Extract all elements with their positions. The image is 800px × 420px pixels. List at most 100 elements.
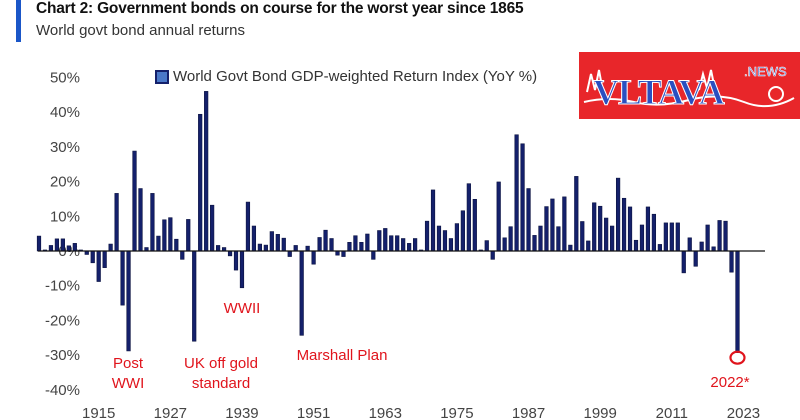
bar-1997 xyxy=(586,240,591,252)
bar-1935 xyxy=(216,245,221,252)
bar-1963 xyxy=(383,228,388,252)
bar-1931 xyxy=(192,250,197,342)
y-tick-label: 50% xyxy=(50,70,80,87)
bar-1966 xyxy=(401,238,406,252)
bar-2017 xyxy=(705,224,710,252)
bar-1910 xyxy=(66,245,71,252)
bar-1987 xyxy=(526,188,531,252)
y-tick-label: -10% xyxy=(45,278,80,295)
bar-1946 xyxy=(281,237,286,252)
annotation-1931: UK off gold xyxy=(184,355,258,372)
highlight-circle-2022 xyxy=(729,350,746,365)
annotation-1931: standard xyxy=(192,375,250,392)
y-tick-label: -40% xyxy=(45,382,80,399)
bar-1960 xyxy=(365,233,370,252)
bar-1986 xyxy=(520,143,525,252)
bar-2021 xyxy=(729,250,734,273)
chart-subtitle: World govt bond annual returns xyxy=(36,22,246,39)
bar-1957 xyxy=(347,242,352,252)
bar-1982 xyxy=(496,181,501,252)
bar-2008 xyxy=(651,213,657,252)
bar-1971 xyxy=(430,189,436,252)
x-tick-label: 1927 xyxy=(154,405,187,420)
bar-1962 xyxy=(377,230,382,252)
bar-1937 xyxy=(227,250,233,257)
bar-1959 xyxy=(359,242,364,252)
bar-1994 xyxy=(568,244,573,252)
bar-1930 xyxy=(186,219,191,252)
bar-2016 xyxy=(699,241,704,252)
legend: World Govt Bond GDP-weighted Return Inde… xyxy=(155,68,537,85)
bar-1990 xyxy=(544,206,549,252)
bar-1947 xyxy=(287,250,292,257)
bar-1940 xyxy=(245,201,251,252)
vltava-news-logo: VLTAVA .NEWS xyxy=(579,52,800,119)
bar-1921 xyxy=(132,150,137,252)
svg-text:.NEWS: .NEWS xyxy=(744,64,787,79)
bar-1978 xyxy=(472,198,477,252)
bar-1945 xyxy=(275,234,280,252)
bar-2002 xyxy=(615,177,621,252)
bar-1972 xyxy=(436,225,442,252)
y-tick-label: -20% xyxy=(45,312,80,329)
bar-2014 xyxy=(687,237,692,252)
y-tick-label: 40% xyxy=(50,104,80,121)
bar-1953 xyxy=(323,229,328,252)
bar-1924 xyxy=(150,193,155,252)
logo-graphic: VLTAVA .NEWS xyxy=(583,64,795,113)
bar-1989 xyxy=(538,225,543,252)
bar-1920 xyxy=(126,250,131,352)
bar-1956 xyxy=(341,250,346,257)
bar-2006 xyxy=(639,224,645,252)
bar-1967 xyxy=(407,243,412,252)
bar-1942 xyxy=(257,243,262,252)
bar-2005 xyxy=(633,239,639,252)
bar-1929 xyxy=(180,250,185,260)
x-tick-label: 1939 xyxy=(225,405,258,420)
y-tick-label: 20% xyxy=(50,174,80,191)
bar-2020 xyxy=(723,220,728,252)
bar-1941 xyxy=(251,225,257,252)
bar-1992 xyxy=(556,226,561,252)
title-accent-bar xyxy=(16,0,21,42)
bar-1999 xyxy=(598,205,603,252)
bar-1958 xyxy=(353,235,358,252)
bar-1964 xyxy=(389,235,394,252)
bar-1954 xyxy=(329,238,334,252)
bar-1983 xyxy=(502,237,507,252)
bar-1968 xyxy=(413,238,418,252)
bar-1974 xyxy=(448,238,454,252)
x-tick-label: 1975 xyxy=(440,405,473,420)
annotation-1920: WWI xyxy=(112,375,144,392)
bar-1916 xyxy=(102,250,107,268)
bar-2015 xyxy=(693,250,698,267)
bar-1975 xyxy=(454,223,460,252)
bar-1988 xyxy=(532,235,537,252)
bar-2004 xyxy=(627,206,633,252)
annotation-1949: Marshall Plan xyxy=(297,347,388,364)
legend-swatch xyxy=(155,69,169,84)
bar-1949 xyxy=(299,250,304,336)
bar-1944 xyxy=(269,231,274,252)
bar-2011 xyxy=(669,222,674,252)
x-tick-label: 2023 xyxy=(727,405,760,420)
bar-1911 xyxy=(72,243,77,252)
y-tick-label: -30% xyxy=(45,347,80,364)
bar-1965 xyxy=(395,235,400,252)
bar-2010 xyxy=(663,222,668,252)
bar-1928 xyxy=(174,238,179,252)
bar-1919 xyxy=(120,250,125,306)
bar-1951 xyxy=(311,250,316,265)
bar-1938 xyxy=(233,250,239,271)
bar-1981 xyxy=(490,250,495,260)
bar-1961 xyxy=(371,250,376,260)
bar-1950 xyxy=(305,245,310,252)
bar-1939 xyxy=(239,250,245,289)
x-tick-label: 1951 xyxy=(297,405,330,420)
bar-2000 xyxy=(604,217,609,252)
bar-1914 xyxy=(90,250,95,264)
bar-1926 xyxy=(162,219,167,252)
legend-label: World Govt Bond GDP-weighted Return Inde… xyxy=(173,68,538,85)
bar-2009 xyxy=(657,244,662,252)
